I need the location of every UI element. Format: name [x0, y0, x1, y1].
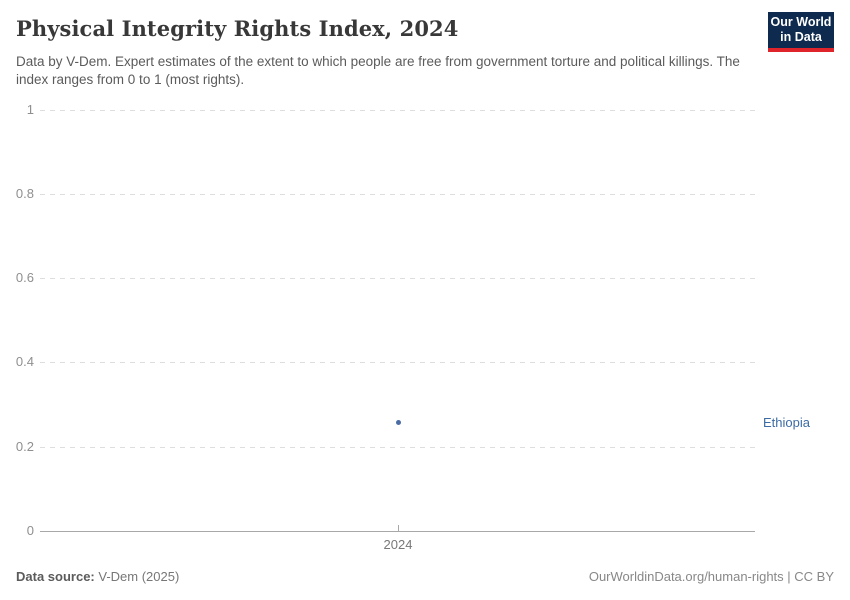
x-axis-tick-2024	[398, 525, 399, 531]
owid-logo-line1: Our World	[770, 15, 832, 30]
entity-label-ethiopia[interactable]: Ethiopia	[763, 415, 810, 430]
data-source-value: V-Dem (2025)	[94, 569, 180, 584]
y-gridline-0-8	[40, 194, 755, 195]
y-tick-label-0-4: 0.4	[15, 354, 34, 369]
owid-url-license-link[interactable]: OurWorldinData.org/human-rights | CC BY	[588, 569, 834, 584]
page-title: Physical Integrity Rights Index, 2024	[16, 16, 459, 41]
chart-subtitle: Data by V-Dem. Expert estimates of the e…	[16, 54, 740, 87]
y-tick-label-0-2: 0.2	[15, 439, 34, 454]
y-gridline-0-6	[40, 278, 755, 279]
data-source-label: Data source:	[16, 569, 95, 584]
y-tick-label-0-6: 0.6	[15, 270, 34, 285]
y-gridline-0-2	[40, 447, 755, 448]
y-gridline-0-4	[40, 362, 755, 363]
y-gridline-1	[40, 110, 755, 111]
y-tick-label-0-8: 0.8	[15, 186, 34, 201]
y-tick-label-1: 1	[26, 102, 34, 117]
owid-logo[interactable]: Our World in Data	[768, 12, 834, 52]
y-tick-label-0: 0	[26, 523, 34, 538]
owid-logo-line2: in Data	[780, 30, 822, 44]
x-axis-line	[40, 531, 755, 532]
x-tick-label-2024: 2024	[383, 537, 413, 552]
data-source-note: Data source: V-Dem (2025)	[16, 569, 179, 584]
data-point-ethiopia[interactable]	[396, 420, 401, 425]
